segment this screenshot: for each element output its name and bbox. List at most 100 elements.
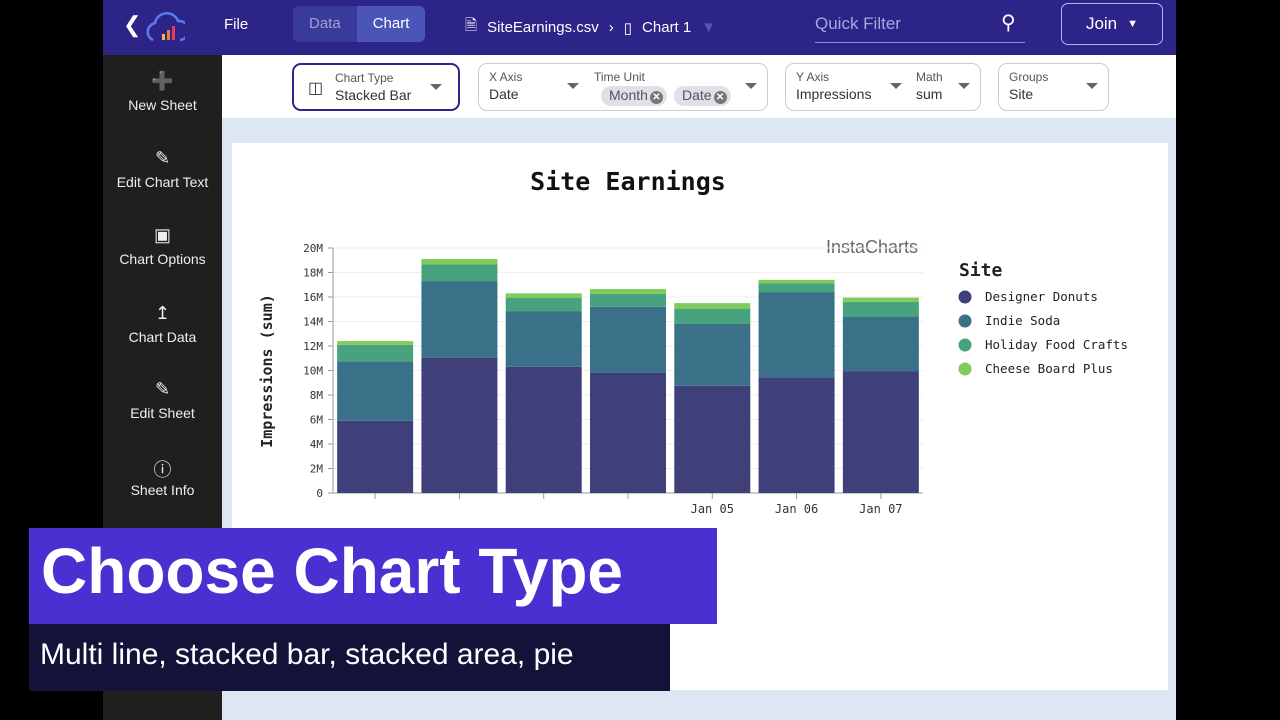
- top-bar: ❮ File Data Chart 🗎 SiteEarnings.csv › ▯…: [103, 0, 1176, 55]
- x-tick-label: Jan 05: [691, 502, 734, 516]
- bar-segment: [421, 259, 498, 265]
- bar-segment: [842, 371, 919, 493]
- caret-down-icon: [567, 83, 579, 89]
- y-axis-group: Y Axis Impressions Math sum: [785, 63, 981, 111]
- chart-type-value: Stacked Bar: [335, 87, 412, 103]
- instacharts-watermark: InstaCharts: [826, 237, 918, 257]
- chart-type-select[interactable]: ◫ Chart Type Stacked Bar: [292, 63, 460, 111]
- info-icon: ⓘ: [153, 460, 172, 480]
- remove-icon[interactable]: ✕: [713, 91, 727, 104]
- bar-segment: [421, 357, 498, 493]
- chart-toolbar: ◫ Chart Type Stacked Bar X Axis Date Tim…: [222, 55, 1176, 118]
- y-tick-label: 16M: [303, 291, 323, 304]
- sidebar-item-new-sheet[interactable]: ➕ New Sheet: [103, 71, 222, 113]
- y-axis-label: Y Axis: [796, 70, 830, 84]
- sidebar-item-label: Chart Data: [128, 329, 197, 345]
- legend-item: Cheese Board Plus: [985, 361, 1113, 376]
- join-button[interactable]: Join ▼: [1061, 3, 1163, 45]
- bar-segment: [505, 293, 582, 298]
- bar-segment: [337, 420, 414, 493]
- breadcrumb-chart[interactable]: Chart 1: [642, 19, 692, 36]
- breadcrumb-file[interactable]: SiteEarnings.csv: [487, 19, 599, 36]
- bar-segment: [758, 292, 835, 378]
- bar-segment: [590, 289, 666, 294]
- bar-segment: [337, 344, 414, 362]
- bar-segment: [505, 366, 582, 493]
- x-axis-label: X Axis: [489, 70, 523, 84]
- bar-segment: [842, 316, 919, 372]
- bar-chart-icon: ▯: [623, 19, 633, 37]
- bar-segment: [337, 361, 414, 421]
- groups-select[interactable]: Groups Site: [998, 63, 1109, 111]
- caret-down-icon: ▼: [1127, 18, 1139, 30]
- y-tick-label: 4M: [310, 438, 324, 451]
- sidebar-item-chart-options[interactable]: ▣ Chart Options: [103, 225, 222, 267]
- x-axis-group: X Axis Date Time Unit Month ✕ Date ✕: [478, 63, 768, 111]
- quick-filter-input[interactable]: Quick Filter: [815, 14, 1025, 43]
- chip-label: Date: [682, 87, 712, 103]
- y-tick-label: 12M: [303, 340, 323, 353]
- caption-title: Choose Chart Type: [29, 528, 717, 624]
- plus-icon: ➕: [151, 71, 174, 91]
- bar-segment: [842, 297, 919, 302]
- sidebar-item-label: Sheet Info: [130, 482, 195, 498]
- bar-segment: [590, 306, 666, 373]
- app-logo: [146, 12, 185, 42]
- sidebar-item-label: New Sheet: [128, 97, 197, 113]
- legend-swatch: [958, 338, 972, 352]
- caret-down-icon[interactable]: [745, 83, 757, 89]
- y-axis-title: Impressions (sum): [258, 294, 276, 448]
- bar-segment: [758, 279, 835, 284]
- bar-segment: [590, 372, 666, 493]
- y-tick-label: 20M: [303, 242, 323, 255]
- search-icon[interactable]: ⚲: [1001, 12, 1016, 34]
- legend-title: Site: [959, 260, 1003, 281]
- bar-segment: [674, 385, 751, 493]
- stacked-bar-chart: Site Earnings Impressions (sum) InstaCha…: [258, 167, 1128, 516]
- y-axis-value: Impressions: [796, 86, 872, 102]
- file-menu[interactable]: File: [224, 16, 249, 33]
- time-unit-label: Time Unit: [594, 70, 645, 84]
- sidebar-item-sheet-info[interactable]: ⓘ Sheet Info: [103, 456, 222, 498]
- sidebar-item-label: Edit Sheet: [130, 405, 195, 421]
- caret-down-icon: [890, 83, 902, 89]
- bar-segment: [337, 341, 414, 345]
- chevron-down-icon[interactable]: ▼: [701, 19, 717, 36]
- legend-swatch: [958, 290, 972, 304]
- chart-type-label: Chart Type: [335, 71, 394, 85]
- caret-down-icon: [958, 83, 970, 89]
- sidebar-item-chart-data[interactable]: ↥ Chart Data: [103, 303, 222, 345]
- bar-segment: [758, 377, 835, 493]
- document-icon: 🗎: [465, 17, 478, 34]
- legend-swatch: [958, 362, 972, 376]
- back-icon[interactable]: ❮: [123, 12, 142, 37]
- bar-segment: [842, 301, 919, 317]
- chip-date[interactable]: Date ✕: [674, 86, 731, 106]
- y-tick-label: 8M: [310, 389, 324, 402]
- bar-segment: [674, 303, 751, 309]
- math-label: Math: [916, 70, 943, 84]
- y-tick-label: 14M: [303, 316, 323, 329]
- x-tick-label: Jan 07: [859, 502, 902, 516]
- sidebar-item-edit-sheet[interactable]: ✎ Edit Sheet: [103, 379, 222, 421]
- join-label: Join: [1085, 14, 1118, 33]
- caption-subtitle: Multi line, stacked bar, stacked area, p…: [29, 624, 670, 691]
- sidebar-item-edit-chart-text[interactable]: ✎ Edit Chart Text: [103, 148, 222, 190]
- groups-value: Site: [1009, 86, 1034, 102]
- y-tick-label: 10M: [303, 365, 323, 378]
- bar-segment: [421, 281, 498, 358]
- groups-label: Groups: [1009, 70, 1049, 84]
- bar-segment: [674, 308, 751, 324]
- math-value: sum: [916, 86, 943, 102]
- y-tick-label: 2M: [310, 463, 324, 476]
- chart-title: Site Earnings: [530, 167, 726, 196]
- tab-data[interactable]: Data: [309, 15, 341, 32]
- tab-chart[interactable]: Chart: [356, 6, 426, 42]
- legend-swatch: [958, 314, 972, 328]
- bar-segment: [505, 311, 582, 367]
- chevron-right-icon: ›: [608, 19, 614, 36]
- bar-segment: [674, 323, 751, 386]
- remove-icon[interactable]: ✕: [649, 91, 663, 104]
- bar-segment: [758, 283, 835, 293]
- chip-month[interactable]: Month ✕: [601, 86, 667, 106]
